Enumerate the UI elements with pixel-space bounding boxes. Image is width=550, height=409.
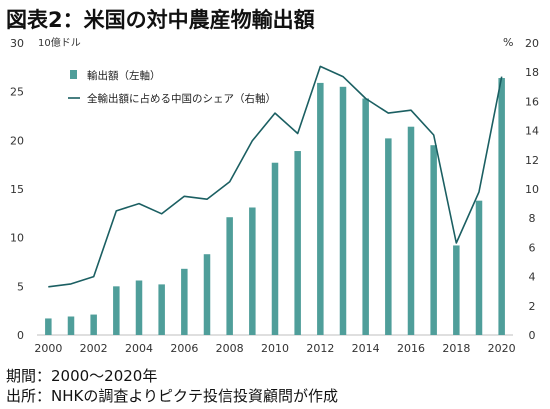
right-axis-ticks: 0 2 4 6 8 10 12 14 16 18 20	[525, 37, 539, 342]
source-note: 出所：NHKの調査よりピクテ投信投資顧問が作成	[6, 387, 339, 405]
x-tick-label: 2000	[34, 342, 62, 355]
bar	[203, 254, 211, 335]
left-tick-label: 30	[10, 37, 24, 50]
right-tick-label: 12	[525, 154, 539, 167]
line-series	[48, 65, 503, 288]
bar	[45, 318, 52, 335]
x-tick-label: 2014	[352, 342, 380, 355]
left-tick-label: 20	[10, 134, 24, 147]
bar-series	[45, 78, 505, 335]
legend: 輸出額（左軸） 全輸出額に占める中国のシェア（右軸）	[68, 69, 276, 105]
right-axis-unit: %	[503, 36, 513, 49]
bar	[226, 217, 233, 335]
bar	[67, 316, 75, 335]
bar	[498, 78, 505, 335]
x-axis-ticks: 2000 2002 2004 2006 2008 2010 2012 2014 2016 2018…	[34, 342, 515, 355]
bar	[407, 126, 415, 335]
x-tick-label: 2008	[216, 342, 244, 355]
right-tick-label: 20	[525, 37, 539, 50]
x-tick-label: 2010	[261, 342, 289, 355]
left-axis-unit: 10億ドル	[38, 36, 81, 49]
bar	[90, 314, 97, 335]
right-tick-label: 4	[529, 271, 536, 284]
left-tick-label: 0	[17, 329, 24, 342]
legend-bar-label: 輸出額（左軸）	[87, 69, 161, 82]
left-tick-label: 5	[17, 280, 24, 293]
bar	[294, 151, 301, 335]
bar	[475, 200, 483, 335]
bar	[158, 284, 165, 335]
x-tick-label: 2020	[488, 342, 516, 355]
bar	[453, 245, 460, 335]
right-tick-label: 16	[525, 95, 539, 108]
bar	[385, 138, 392, 335]
right-tick-label: 18	[525, 66, 539, 79]
bar	[135, 280, 143, 335]
bar	[181, 268, 188, 335]
period-note: 期間：2000～2020年	[6, 367, 158, 385]
right-tick-label: 2	[529, 300, 536, 313]
left-tick-label: 10	[10, 232, 24, 245]
x-tick-label: 2006	[170, 342, 198, 355]
x-tick-label: 2018	[442, 342, 470, 355]
chart-title: 図表2：米国の対中農産物輸出額	[6, 8, 315, 32]
x-tick-label: 2016	[397, 342, 425, 355]
x-tick-label: 2002	[80, 342, 108, 355]
bar	[339, 86, 347, 335]
bar	[271, 162, 279, 335]
right-tick-label: 8	[529, 212, 536, 225]
bar	[249, 207, 256, 335]
left-axis-ticks: 0 5 10 15 20 25 30	[10, 37, 24, 342]
right-tick-label: 0	[529, 329, 536, 342]
bar	[430, 145, 437, 335]
left-tick-label: 15	[10, 183, 24, 196]
bar	[317, 82, 324, 335]
share-line	[48, 65, 503, 288]
x-tick-label: 2004	[125, 342, 153, 355]
right-tick-label: 14	[525, 125, 539, 138]
bar	[362, 98, 369, 335]
left-tick-label: 25	[10, 86, 24, 99]
right-tick-label: 6	[529, 241, 536, 254]
legend-line-label: 全輸出額に占める中国のシェア（右軸）	[87, 92, 276, 105]
right-tick-label: 10	[525, 183, 539, 196]
legend-bar-swatch	[70, 70, 77, 79]
bar	[113, 286, 120, 335]
x-tick-label: 2012	[306, 342, 334, 355]
